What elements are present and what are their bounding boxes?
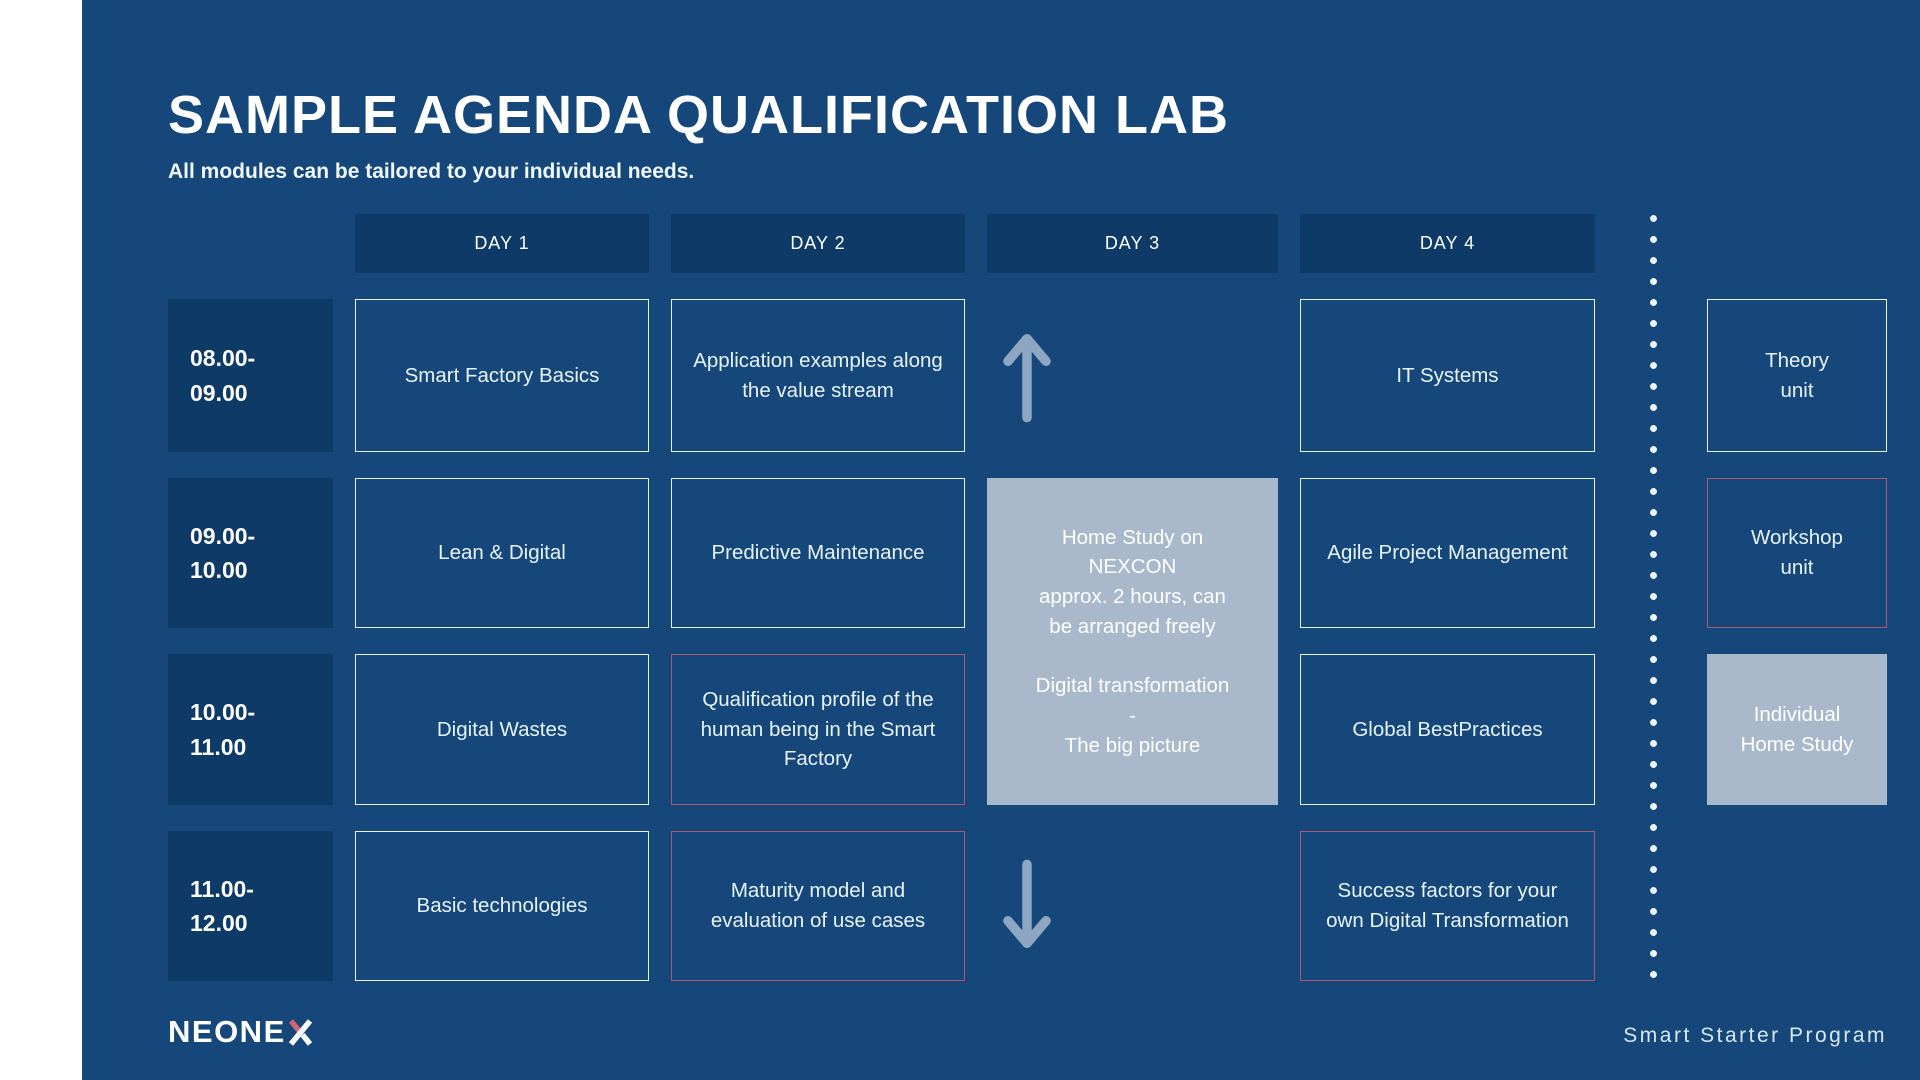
legend-individual-home-study: Individual Home Study <box>1707 654 1887 805</box>
time-slot-0900: 09.00- 10.00 <box>168 478 333 628</box>
agenda-cell-day1-0900: Lean & Digital <box>355 478 649 628</box>
agenda-cell-day1-1000: Digital Wastes <box>355 654 649 805</box>
program-label: Smart Starter Program <box>1623 1024 1887 1047</box>
time-slot-0800: 08.00- 09.00 <box>168 299 333 452</box>
agenda-table: DAY 1 DAY 2 DAY 3 DAY 4 08.00- 09.00 09.… <box>168 214 1595 981</box>
agenda-cell-day2-0900: Predictive Maintenance <box>671 478 965 628</box>
agenda-cell-day1-0800: Smart Factory Basics <box>355 299 649 452</box>
left-margin-strip <box>0 0 82 1080</box>
time-slot-1100: 11.00- 12.00 <box>168 831 333 981</box>
arrow-up-icon <box>1003 333 1051 422</box>
agenda-cell-day1-1100: Basic technologies <box>355 831 649 981</box>
page-title: SAMPLE AGENDA QUALIFICATION LAB <box>168 85 1229 145</box>
x-icon <box>288 1018 312 1046</box>
agenda-cell-day2-0800: Application examples along the value str… <box>671 299 965 452</box>
agenda-cell-day4-1100: Success factors for your own Digital Tra… <box>1300 831 1595 981</box>
legend-theory-unit: Theory unit <box>1707 299 1887 452</box>
agenda-cell-day3-0800 <box>987 299 1278 452</box>
day-header-3: DAY 3 <box>987 214 1278 273</box>
day-header-2: DAY 2 <box>671 214 965 273</box>
agenda-cell-day4-1000: Global BestPractices <box>1300 654 1595 805</box>
agenda-cell-day2-1100: Maturity model and evaluation of use cas… <box>671 831 965 981</box>
agenda-cell-day3-home-study: Home Study on NEXCON approx. 2 hours, ca… <box>987 478 1278 805</box>
agenda-cell-day4-0800: IT Systems <box>1300 299 1595 452</box>
arrow-down-icon <box>1003 859 1051 949</box>
agenda-cell-day2-1000: Qualification profile of the human being… <box>671 654 965 805</box>
agenda-cell-day3-1100 <box>987 831 1278 981</box>
neonex-logo-text: NEONE <box>168 1014 286 1049</box>
neonex-logo: NEONE <box>168 1014 314 1050</box>
time-slot-1000: 10.00- 11.00 <box>168 654 333 805</box>
day-header-4: DAY 4 <box>1300 214 1595 273</box>
legend-workshop-unit: Workshop unit <box>1707 478 1887 628</box>
subtitle: All modules can be tailored to your indi… <box>168 160 695 183</box>
dotted-divider <box>1650 208 1657 988</box>
day-header-1: DAY 1 <box>355 214 649 273</box>
agenda-cell-day4-0900: Agile Project Management <box>1300 478 1595 628</box>
